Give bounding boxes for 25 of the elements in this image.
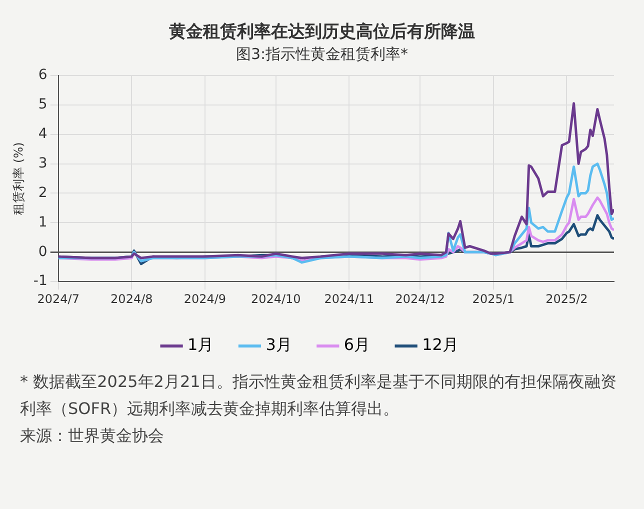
- x-tick-label: 2024/7: [37, 292, 80, 306]
- y-tick-label: 0: [38, 244, 48, 260]
- y-tick-label: 2: [38, 184, 48, 201]
- legend-label: 3月: [266, 335, 292, 354]
- x-tick-label: 2025/1: [472, 292, 515, 306]
- text: * 数据截至2025年2月21日。指示性黄金租赁利率是基于不同期限的有担保隔夜融资利率（SOFR）远期利率减去黄金掉期利率估算得出。: [20, 371, 618, 420]
- y-tick-label: 6: [38, 67, 48, 84]
- x-tick-label: 2025/2: [546, 292, 588, 306]
- y-tick-label: 4: [38, 126, 48, 142]
- x-tick-label: 2024/8: [110, 292, 153, 306]
- y-tick-label: 3: [38, 155, 48, 172]
- x-tick-label: 2024/12: [395, 292, 446, 306]
- chart-title: 黄金租赁利率在达到历史高位后有所降温: [168, 21, 476, 43]
- source-note: 来源：世界黄金协会: [20, 425, 165, 447]
- legend-label: 6月: [344, 335, 370, 354]
- x-tick-label: 2024/11: [324, 292, 374, 306]
- y-tick-label: -1: [33, 273, 48, 290]
- y-tick-label: 5: [38, 96, 48, 112]
- x-tick-label: 2024/10: [250, 292, 301, 306]
- y-tick-label: 1: [38, 214, 48, 230]
- legend-label: 1月: [188, 335, 214, 354]
- chart-subtitle: 图3:指示性黄金租赁利率*: [234, 45, 410, 64]
- x-tick-label: 2024/9: [184, 292, 226, 306]
- legend-label: 12月: [422, 335, 458, 354]
- y-axis-title: 租赁利率 (%): [11, 142, 26, 215]
